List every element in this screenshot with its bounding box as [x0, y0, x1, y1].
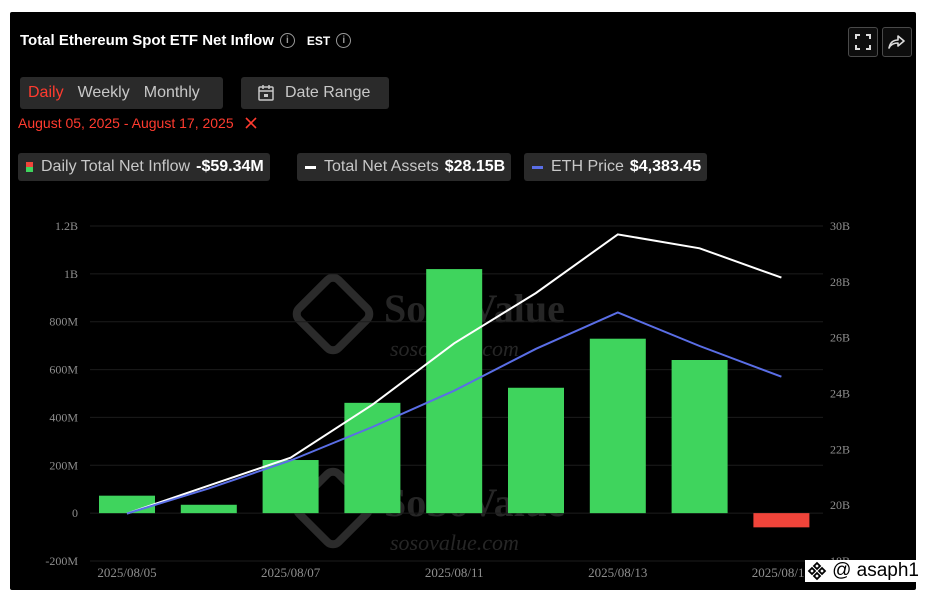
price-swatch-icon — [532, 165, 543, 169]
legend-price[interactable]: ETH Price $4,383.45 — [524, 153, 708, 181]
total-net-assets-line — [126, 233, 782, 515]
x-tick-label: 2025/08/11 — [425, 565, 484, 580]
watermark-handle: @ asaph1 — [832, 560, 919, 581]
left-tick-label: 1B — [64, 267, 78, 281]
date-range-button[interactable]: Date Range — [241, 77, 389, 109]
eth-price-line — [126, 311, 782, 515]
inflow-bar — [753, 513, 810, 528]
right-tick-label: 24B — [830, 387, 850, 401]
right-tick-label: 20B — [830, 498, 850, 512]
inflow-bar — [99, 495, 155, 514]
left-tick-label: 400M — [49, 410, 78, 424]
clear-range-icon[interactable] — [244, 116, 258, 130]
tab-monthly[interactable]: Monthly — [143, 84, 200, 101]
left-tick-label: 800M — [49, 315, 78, 329]
share-icon — [888, 35, 905, 49]
left-tick-label: -200M — [45, 554, 78, 568]
right-tick-label: 22B — [830, 442, 850, 456]
date-range-label: Date Range — [285, 84, 371, 101]
legend-inflow[interactable]: Daily Total Net Inflow -$59.34M — [18, 153, 270, 181]
legend-inflow-label: Daily Total Net Inflow — [41, 158, 191, 175]
share-button[interactable] — [882, 27, 912, 57]
right-axis-ticks: 18B20B22B24B26B28B30B — [830, 219, 850, 568]
legend-inflow-value: -$59.34M — [196, 158, 264, 175]
chart-svg: SoSoValuesosovalue.comSoSoValuesosovalue… — [45, 219, 850, 580]
period-selector: Daily Weekly Monthly — [20, 77, 223, 109]
inflow-bar — [180, 504, 237, 514]
left-tick-label: 1.2B — [55, 219, 78, 233]
info-icon[interactable]: i — [279, 33, 295, 48]
binance-logo-icon — [807, 561, 827, 581]
x-axis-ticks: 2025/08/05 2025/08/07 2025/08/11 2025/08/13… — [97, 565, 811, 580]
x-tick-label: 2025/08/07 — [261, 565, 321, 580]
legend-assets[interactable]: Total Net Assets $28.15B — [297, 153, 512, 181]
selected-date-range: August 05, 2025 - August 17, 2025 — [18, 115, 258, 131]
right-tick-label: 28B — [830, 275, 850, 289]
assets-swatch-icon — [305, 165, 316, 169]
fullscreen-icon — [855, 34, 871, 50]
inflow-bar — [262, 460, 319, 514]
timezone-label: EST — [306, 33, 331, 48]
user-watermark: @ asaph1 — [805, 560, 921, 582]
date-range-value: August 05, 2025 - August 17, 2025 — [18, 115, 234, 131]
inflow-bars — [99, 269, 810, 528]
inflow-bar — [508, 387, 564, 514]
left-axis-ticks: -200M 0 200M 400M 600M 800M 1B 1.2B — [45, 219, 78, 568]
left-tick-label: 200M — [49, 458, 78, 472]
calendar-icon — [258, 85, 274, 101]
legend-price-value: $4,383.45 — [629, 158, 702, 175]
chart-title: Total Ethereum Spot ETF Net Inflow — [20, 32, 274, 49]
right-tick-label: 30B — [830, 219, 850, 233]
inflow-bar — [671, 360, 728, 514]
fullscreen-button[interactable] — [848, 27, 878, 57]
legend-assets-value: $28.15B — [444, 158, 506, 175]
right-tick-label: 26B — [830, 331, 850, 345]
left-tick-label: 600M — [49, 363, 78, 377]
brand-url: sosovalue.com — [390, 530, 519, 555]
inflow-swatch-icon — [26, 162, 33, 172]
inflow-bar — [589, 338, 646, 514]
tab-daily[interactable]: Daily — [28, 84, 64, 101]
brand-logo-icon — [292, 273, 374, 355]
etf-chart-panel: Total Ethereum Spot ETF Net Inflow i EST… — [10, 12, 916, 590]
legend-price-label: ETH Price — [551, 158, 624, 175]
legend-assets-label: Total Net Assets — [324, 158, 439, 175]
x-tick-label: 2025/08/05 — [97, 565, 156, 580]
inflow-bar — [344, 402, 401, 514]
left-tick-label: 0 — [72, 506, 78, 520]
x-tick-label: 2025/08/13 — [588, 565, 647, 580]
tab-weekly[interactable]: Weekly — [77, 84, 130, 101]
x-tick-label: 2025/08/15 — [752, 565, 811, 580]
chart-header: Total Ethereum Spot ETF Net Inflow i EST… — [20, 32, 352, 49]
timezone-info-icon[interactable]: i — [336, 33, 352, 48]
